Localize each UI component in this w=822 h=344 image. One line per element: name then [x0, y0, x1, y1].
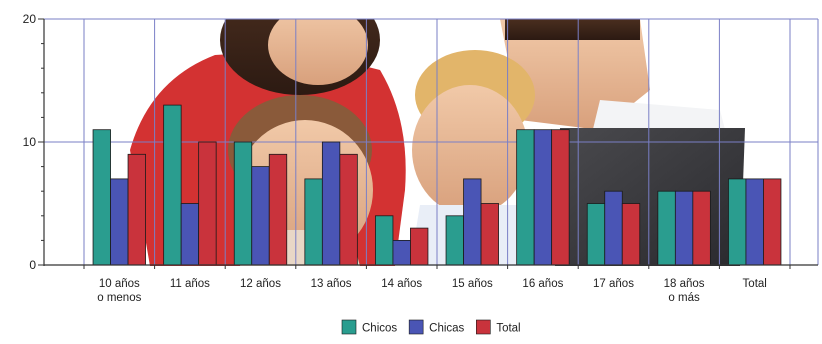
- x-tick-label: o menos: [97, 292, 141, 304]
- bar-total-1: [198, 141, 217, 266]
- bar-chicos-8: [657, 190, 676, 266]
- bar-chicas-1: [180, 203, 200, 266]
- bar-chicas-6: [533, 129, 553, 266]
- x-tick-label: 12 años: [240, 278, 281, 290]
- x-tick-label: 11 años: [170, 278, 210, 290]
- legend: Chicos Chicas Total: [341, 319, 521, 335]
- bar-total-2: [268, 153, 288, 266]
- bar-chicos-5: [445, 215, 464, 266]
- bar-chicos-0: [92, 129, 111, 266]
- y-tick-label: 20: [23, 12, 37, 26]
- bar-chicas-0: [110, 178, 129, 266]
- x-tick-label: 13 años: [311, 278, 352, 290]
- x-tick-label: o más: [668, 292, 700, 304]
- bar-total-9: [763, 178, 782, 266]
- bar-chicos-2: [233, 141, 253, 266]
- legend-label-chicas: Chicas: [429, 323, 464, 335]
- x-tick-label: 14 años: [381, 278, 422, 290]
- bar-total-7: [621, 203, 641, 266]
- bar-chicas-8: [674, 190, 694, 266]
- legend-swatch-total: [476, 319, 491, 335]
- legend-label-chicos: Chicos: [362, 323, 397, 335]
- x-tick-label: 16 años: [522, 278, 563, 290]
- axes: [38, 18, 818, 269]
- bar-total-8: [692, 190, 711, 266]
- x-tick-labels: 10 años o menos 11 años 12 años 13 años 14 añ…: [97, 278, 767, 304]
- y-tick-labels: 0 10 20: [23, 12, 37, 272]
- y-tick-label: 10: [23, 135, 37, 149]
- x-tick-label: 18 años: [664, 278, 705, 290]
- bar-chicos-4: [375, 215, 394, 266]
- bars-group: [92, 104, 782, 266]
- bar-total-5: [480, 203, 499, 266]
- bar-chicos-3: [304, 178, 323, 266]
- bar-chicas-4: [392, 239, 411, 266]
- legend-swatch-chicas: [408, 319, 424, 335]
- y-tick-label: 0: [29, 258, 36, 272]
- bar-chicos-6: [516, 129, 535, 266]
- bar-chicas-7: [604, 190, 623, 266]
- legend-swatch-chicos: [341, 319, 357, 335]
- bar-chicas-5: [463, 178, 482, 266]
- bar-chicas-9: [745, 178, 764, 266]
- bar-chicas-3: [321, 141, 341, 266]
- bar-total-3: [339, 153, 358, 266]
- bar-chicos-9: [728, 178, 747, 266]
- x-tick-label: 10 años: [99, 278, 140, 290]
- x-tick-label: Total: [743, 278, 767, 290]
- x-tick-label: 15 años: [452, 278, 493, 290]
- legend-label-total: Total: [496, 323, 520, 335]
- bar-total-6: [551, 129, 570, 266]
- x-tick-label: 17 años: [593, 278, 634, 290]
- bar-chicos-7: [586, 203, 606, 266]
- bar-chicas-2: [251, 166, 270, 266]
- bar-total-4: [410, 227, 429, 266]
- bar-total-0: [127, 153, 146, 266]
- bar-chicos-1: [163, 104, 182, 266]
